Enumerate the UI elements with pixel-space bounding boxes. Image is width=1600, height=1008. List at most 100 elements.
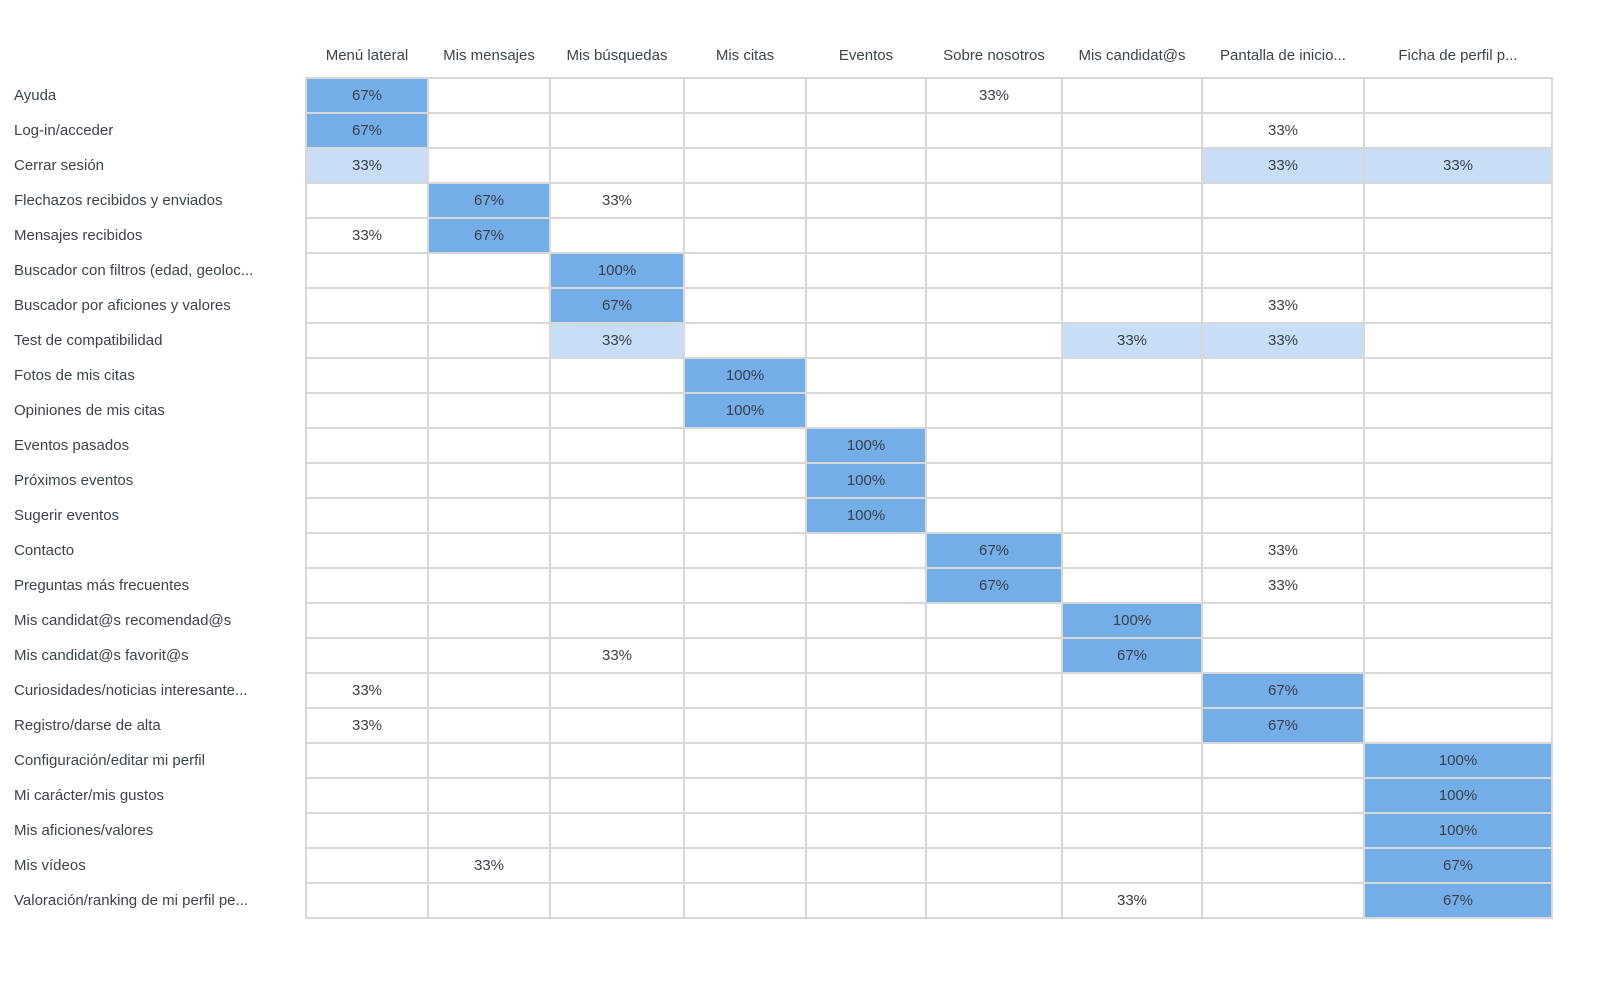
matrix-cell (549, 742, 685, 779)
matrix-cell (1201, 602, 1365, 639)
matrix-cell (305, 847, 429, 884)
matrix-cell (925, 602, 1063, 639)
matrix-cell (925, 182, 1063, 219)
matrix-cell (1061, 812, 1203, 849)
matrix-cell (1201, 392, 1365, 429)
matrix-cell (427, 462, 551, 499)
matrix-cell: 100% (683, 357, 807, 394)
row-label: Valoración/ranking de mi perfil pe... (0, 883, 306, 918)
matrix-cell (805, 77, 927, 114)
matrix-cell (1201, 217, 1365, 254)
matrix-cell (549, 392, 685, 429)
matrix-cell (805, 742, 927, 779)
matrix-cell (1201, 847, 1365, 884)
column-header-mis-candidat-s: Mis candidat@s (1078, 47, 1186, 64)
matrix-cell: 67% (925, 532, 1063, 569)
matrix-cell (925, 217, 1063, 254)
matrix-cell: 100% (805, 427, 927, 464)
matrix-cell (305, 567, 429, 604)
row-label: Sugerir eventos (0, 498, 306, 533)
column-header-sobre-nosotros: Sobre nosotros (943, 47, 1045, 64)
matrix-cell (805, 147, 927, 184)
matrix-cell (427, 357, 551, 394)
matrix-cell (1061, 112, 1203, 149)
matrix-cell (1061, 77, 1203, 114)
matrix-cell: 67% (1201, 672, 1365, 709)
matrix-cell (925, 322, 1063, 359)
matrix-row-fotos-de-mis-citas: Fotos de mis citas 100% (0, 357, 1553, 394)
matrix-cell (683, 602, 807, 639)
matrix-cell (805, 182, 927, 219)
matrix-cell (1363, 497, 1553, 534)
matrix-cell: 67% (1363, 882, 1553, 919)
matrix-cell: 33% (1201, 287, 1365, 324)
matrix-cell (1061, 462, 1203, 499)
matrix-cell (1201, 427, 1365, 464)
matrix-cell (1061, 532, 1203, 569)
matrix-cell (305, 182, 429, 219)
row-label: Buscador con filtros (edad, geoloc... (0, 253, 306, 288)
matrix-cell (549, 462, 685, 499)
matrix-cell (683, 217, 807, 254)
matrix-cell (549, 77, 685, 114)
matrix-cell (1061, 707, 1203, 744)
matrix-cell: 33% (1061, 322, 1203, 359)
row-label: Mis aficiones/valores (0, 813, 306, 848)
matrix-cell (683, 112, 807, 149)
matrix-row-valoraci-n-ranking-de-mi-perfil-pe: Valoración/ranking de mi perfil pe... 33%… (0, 882, 1553, 919)
column-header-pantalla-de-inicio: Pantalla de inicio... (1220, 47, 1346, 64)
matrix-cell (925, 252, 1063, 289)
matrix-cell (805, 217, 927, 254)
matrix-cell (925, 847, 1063, 884)
row-label: Ayuda (0, 78, 306, 113)
matrix-cell (1201, 882, 1365, 919)
matrix-cell (1201, 742, 1365, 779)
matrix-cell (549, 707, 685, 744)
matrix-cell (305, 392, 429, 429)
matrix-cell (683, 77, 807, 114)
matrix-cell (305, 287, 429, 324)
matrix-cell (1061, 777, 1203, 814)
row-label: Opiniones de mis citas (0, 393, 306, 428)
matrix-cell (549, 497, 685, 534)
matrix-row-test-de-compatibilidad: Test de compatibilidad 33% 33% 33% (0, 322, 1553, 359)
matrix-row-mis-aficiones-valores: Mis aficiones/valores 100% (0, 812, 1553, 849)
matrix-cell: 67% (549, 287, 685, 324)
matrix-row-opiniones-de-mis-citas: Opiniones de mis citas 100% (0, 392, 1553, 429)
matrix-cell (925, 707, 1063, 744)
matrix-cell (805, 777, 927, 814)
matrix-cell: 33% (549, 637, 685, 674)
matrix-cell (683, 742, 807, 779)
matrix-cell (427, 742, 551, 779)
matrix-cell (1363, 567, 1553, 604)
column-header-mis-b-squedas: Mis búsquedas (566, 47, 668, 64)
matrix-cell (683, 637, 807, 674)
matrix-cell: 33% (1363, 147, 1553, 184)
matrix-row-mis-candidat-s-favorit-s: Mis candidat@s favorit@s 33% 67% (0, 637, 1553, 674)
matrix-row-pr-ximos-eventos: Próximos eventos 100% (0, 462, 1553, 499)
matrix-cell (1201, 637, 1365, 674)
matrix-cell (683, 567, 807, 604)
matrix-cell: 33% (1201, 567, 1365, 604)
matrix-row-ayuda: Ayuda 67% 33% (0, 77, 1553, 114)
matrix-cell (805, 567, 927, 604)
matrix-cell (1201, 462, 1365, 499)
matrix-cell (549, 147, 685, 184)
matrix-cell (1061, 567, 1203, 604)
matrix-row-curiosidades-noticias-interesante: Curiosidades/noticias interesante... 33% 6… (0, 672, 1553, 709)
matrix-cell (1061, 497, 1203, 534)
matrix-cell (805, 707, 927, 744)
matrix-cell (305, 497, 429, 534)
matrix-cell (805, 252, 927, 289)
matrix-cell (1201, 777, 1365, 814)
matrix-cell: 67% (925, 567, 1063, 604)
matrix-cell (683, 252, 807, 289)
matrix-cell (1061, 427, 1203, 464)
matrix-cell: 33% (305, 707, 429, 744)
matrix-cell (805, 287, 927, 324)
matrix-cell (305, 532, 429, 569)
column-header-men-lateral: Menú lateral (325, 47, 409, 64)
matrix-cell (925, 637, 1063, 674)
matrix-cell: 100% (683, 392, 807, 429)
matrix-cell (683, 777, 807, 814)
